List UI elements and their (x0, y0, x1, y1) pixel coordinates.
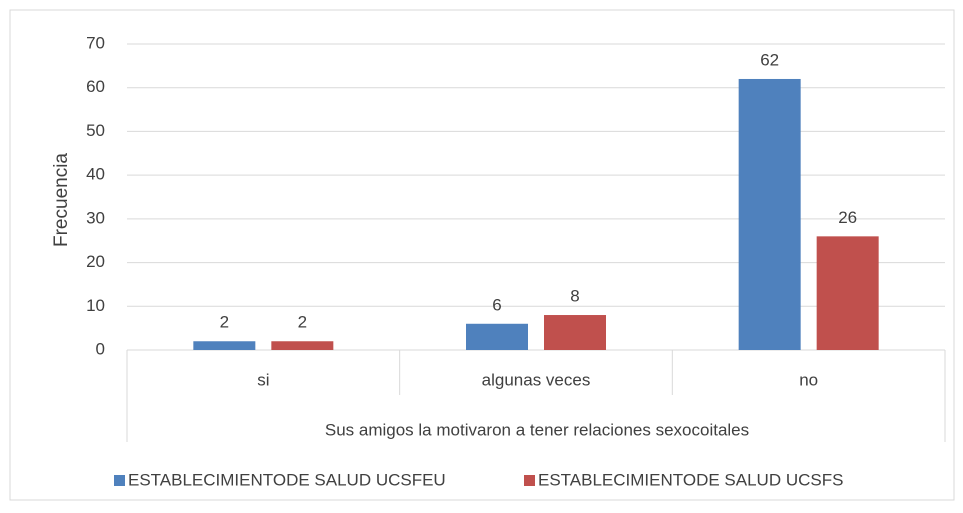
data-label: 2 (220, 313, 229, 332)
legend-label: ESTABLECIMIENTODE SALUD UCSFEU (128, 470, 446, 489)
y-tick-label: 20 (86, 252, 105, 271)
legend-swatch (114, 475, 125, 486)
bar (738, 78, 801, 350)
legend-swatch (524, 475, 535, 486)
data-label: 2 (298, 313, 307, 332)
bar (466, 323, 528, 350)
bar (271, 341, 334, 350)
y-tick-label: 60 (86, 77, 105, 96)
y-tick-label: 40 (86, 165, 105, 184)
y-axis-label: Frecuencia (51, 153, 72, 247)
data-label: 62 (760, 50, 779, 69)
legend-label: ESTABLECIMIENTODE SALUD UCSFS (538, 470, 843, 489)
x-tick-label: algunas veces (482, 370, 591, 389)
x-tick-label: no (799, 370, 818, 389)
y-tick-label: 50 (86, 121, 105, 140)
bar (816, 236, 879, 350)
y-tick-label: 70 (86, 33, 105, 52)
x-tick-label: si (257, 370, 269, 389)
bar (193, 341, 256, 350)
data-label: 8 (570, 287, 579, 306)
data-label: 6 (492, 295, 501, 314)
y-tick-label: 0 (96, 339, 105, 358)
y-tick-label: 10 (86, 296, 105, 315)
bar (544, 315, 606, 350)
y-tick-label: 30 (86, 208, 105, 227)
data-label: 26 (838, 208, 857, 227)
x-axis-label: Sus amigos la motivaron a tener relacion… (325, 420, 749, 439)
